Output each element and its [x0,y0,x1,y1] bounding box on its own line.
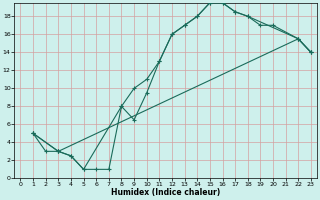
X-axis label: Humidex (Indice chaleur): Humidex (Indice chaleur) [111,188,220,197]
